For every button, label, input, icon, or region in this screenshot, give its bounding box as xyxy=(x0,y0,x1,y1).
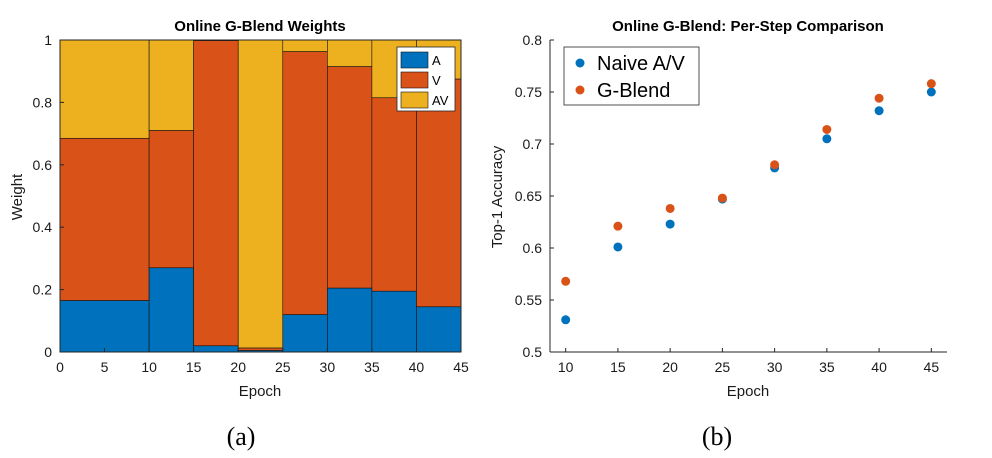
chart-b: Online G-Blend: Per-Step Comparison 10 15… xyxy=(489,18,947,451)
chart-a: Online G-Blend Weights 0 5 10 15 20 25 30 35 40 4… xyxy=(9,18,469,451)
area-av-segment-4 xyxy=(282,39,328,52)
x-tick-label: 10 xyxy=(558,359,574,375)
area-a-segment-4 xyxy=(282,314,328,353)
y-tick-label: 0.55 xyxy=(515,292,542,308)
x-tick-label: 35 xyxy=(819,359,835,375)
legend-box xyxy=(563,46,700,106)
area-av-segment-1 xyxy=(148,39,194,131)
x-tick-label: 20 xyxy=(662,359,678,375)
point-naive xyxy=(874,106,884,116)
y-tick-label: 0.8 xyxy=(33,94,53,110)
legend-label-v: V xyxy=(432,73,441,88)
area-v-segment-7 xyxy=(416,78,462,308)
y-tick-label: 0.8 xyxy=(523,32,543,48)
point-naive xyxy=(926,87,936,97)
legend-marker-1 xyxy=(575,85,585,95)
point-gblend xyxy=(822,124,832,134)
y-tick-label: 0.65 xyxy=(515,188,542,204)
legend-swatch-a xyxy=(400,51,429,69)
legend-label-0: Naive A/V xyxy=(597,53,685,75)
y-tick-label: 0.75 xyxy=(515,84,542,100)
x-tick-label: 20 xyxy=(230,359,246,375)
area-a-segment-0 xyxy=(59,300,150,353)
point-naive xyxy=(561,315,571,325)
chart-a-frame xyxy=(59,39,462,353)
area-v-segment-0 xyxy=(59,137,150,301)
point-gblend xyxy=(613,221,623,231)
point-gblend xyxy=(874,93,884,103)
x-tick-label: 15 xyxy=(186,359,202,375)
chart-b-caption: (b) xyxy=(702,422,732,451)
area-a-segment-2 xyxy=(193,345,239,353)
point-gblend xyxy=(926,79,936,89)
x-tick-label: 25 xyxy=(275,359,291,375)
x-tick-label: 25 xyxy=(715,359,731,375)
x-tick-label: 30 xyxy=(767,359,783,375)
y-tick-label: 0.6 xyxy=(33,157,53,173)
y-tick-label: 0.4 xyxy=(33,219,53,235)
area-a-segment-6 xyxy=(371,290,417,353)
x-tick-label: 40 xyxy=(871,359,887,375)
point-naive xyxy=(665,219,675,229)
chart-a-axes xyxy=(59,39,462,353)
y-tick-label: 0 xyxy=(44,344,52,360)
area-a-segment-1 xyxy=(148,267,194,353)
y-tick-label: 0.2 xyxy=(33,282,53,298)
area-v-segment-3 xyxy=(237,347,284,351)
x-tick-label: 5 xyxy=(101,359,109,375)
chart-a-ticks: 0 5 10 15 20 25 30 35 40 45 0 0.2 0.4 0.6 0.8 1 xyxy=(33,32,469,375)
x-tick-label: 0 xyxy=(56,359,64,375)
y-tick-label: 1 xyxy=(44,32,52,48)
chart-a-xlabel: Epoch xyxy=(239,383,282,400)
point-gblend xyxy=(665,203,675,213)
area-v-segment-4 xyxy=(282,51,328,315)
point-gblend xyxy=(561,276,571,286)
point-gblend xyxy=(770,160,780,170)
legend-swatch-av xyxy=(400,91,429,109)
area-v-segment-5 xyxy=(327,66,373,289)
point-gblend xyxy=(717,193,727,203)
chart-a-areas xyxy=(59,39,462,353)
x-tick-label: 45 xyxy=(453,359,469,375)
y-tick-label: 0.6 xyxy=(523,240,543,256)
chart-b-legend: Naive A/V G-Blend xyxy=(563,46,700,106)
x-tick-label: 35 xyxy=(364,359,380,375)
chart-b-points xyxy=(561,79,936,325)
x-tick-label: 15 xyxy=(610,359,626,375)
legend-marker-0 xyxy=(575,58,585,68)
chart-b-title: Online G-Blend: Per-Step Comparison xyxy=(612,18,884,35)
chart-a-ylabel: Weight xyxy=(9,173,26,220)
area-v-segment-1 xyxy=(148,130,194,269)
legend-label-1: G-Blend xyxy=(597,80,670,102)
legend-label-av: AV xyxy=(432,93,449,108)
area-av-segment-5 xyxy=(327,39,373,67)
x-tick-label: 40 xyxy=(409,359,425,375)
area-av-segment-0 xyxy=(59,39,150,139)
area-v-segment-2 xyxy=(193,40,239,347)
point-naive xyxy=(613,242,623,252)
legend-swatch-v xyxy=(400,71,429,89)
area-a-segment-7 xyxy=(416,306,462,353)
chart-a-caption: (a) xyxy=(227,422,256,451)
chart-b-xlabel: Epoch xyxy=(727,383,770,400)
y-tick-label: 0.5 xyxy=(523,344,543,360)
chart-a-title: Online G-Blend Weights xyxy=(174,18,345,35)
y-tick-label: 0.7 xyxy=(523,136,543,152)
chart-b-ylabel: Top-1 Accuracy xyxy=(489,145,506,248)
x-tick-label: 10 xyxy=(141,359,157,375)
chart-b-ticks: 10 15 20 25 30 35 40 45 0.5 0.55 0.6 0.65 0.7 0.75 0.8 xyxy=(515,32,940,375)
x-tick-label: 30 xyxy=(320,359,336,375)
chart-a-legend: AV AV xyxy=(396,46,456,112)
area-v-segment-6 xyxy=(371,97,417,292)
x-tick-label: 45 xyxy=(924,359,940,375)
point-naive xyxy=(822,134,832,144)
area-a-segment-5 xyxy=(327,287,373,353)
area-av-segment-3 xyxy=(237,39,284,349)
legend-label-a: A xyxy=(432,53,441,68)
